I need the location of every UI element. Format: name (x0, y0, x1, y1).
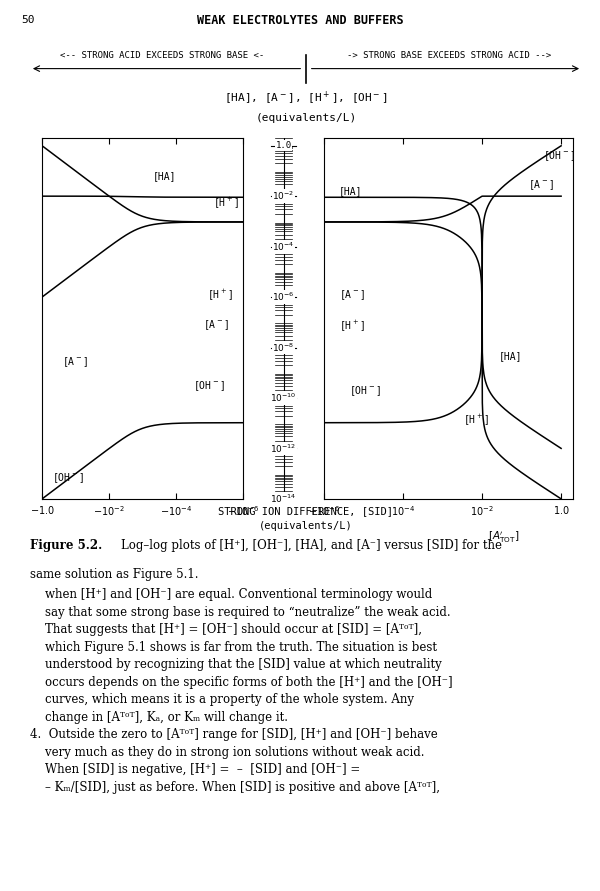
Text: [H$^+$]: [H$^+$] (339, 318, 365, 333)
Text: STRONG ION DIFFERENCE, [SID]: STRONG ION DIFFERENCE, [SID] (218, 506, 394, 516)
Text: (equivalents/L): (equivalents/L) (259, 521, 353, 531)
Text: $10^{-8}$: $10^{-8}$ (272, 341, 295, 354)
Text: 1.0: 1.0 (275, 141, 292, 151)
Text: [A$^-$]: [A$^-$] (528, 178, 554, 192)
Text: [OH$^-$]: [OH$^-$] (543, 149, 575, 163)
Text: when [H⁺] and [OH⁻] are equal. Conventional terminology would
    say that some : when [H⁺] and [OH⁻] are equal. Conventio… (30, 588, 452, 794)
Text: [H$^+$]: [H$^+$] (207, 288, 233, 302)
Text: Log–log plots of [H⁺], [OH⁻], [HA], and [A⁻] versus [SID] for the: Log–log plots of [H⁺], [OH⁻], [HA], and … (121, 539, 502, 552)
Text: [A$^-$]: [A$^-$] (62, 355, 88, 369)
Text: [H$^+$]: [H$^+$] (213, 195, 239, 210)
Text: [HA], [A$^-$], [H$^+$], [OH$^-$]: [HA], [A$^-$], [H$^+$], [OH$^-$] (224, 90, 388, 107)
Text: [A$^-$]: [A$^-$] (339, 289, 365, 302)
Text: $10^{-12}$: $10^{-12}$ (271, 442, 296, 454)
Text: $10^{-6}$: $10^{-6}$ (272, 290, 295, 303)
Text: $10^{-14}$: $10^{-14}$ (270, 493, 297, 505)
Text: $10^{-4}$: $10^{-4}$ (272, 241, 295, 253)
Text: [HA]: [HA] (498, 351, 522, 362)
Text: 50: 50 (21, 15, 35, 25)
Text: -> STRONG BASE EXCEEDS STRONG ACID -->: -> STRONG BASE EXCEEDS STRONG ACID --> (347, 51, 551, 60)
Text: (equivalents/L): (equivalents/L) (256, 113, 356, 123)
Text: $10^{-2}$: $10^{-2}$ (272, 190, 295, 202)
Text: [OH$^-$]: [OH$^-$] (349, 384, 381, 397)
Text: [H$^+$]: [H$^+$] (463, 413, 490, 427)
Text: WEAK ELECTROLYTES AND BUFFERS: WEAK ELECTROLYTES AND BUFFERS (197, 13, 403, 27)
Text: same solution as Figure 5.1.: same solution as Figure 5.1. (30, 568, 199, 581)
Text: [HA]: [HA] (339, 186, 362, 196)
Text: [A$^-$]: [A$^-$] (203, 318, 229, 332)
Text: Figure 5.2.: Figure 5.2. (30, 539, 102, 552)
Text: [OH$^-$]: [OH$^-$] (193, 379, 225, 393)
Text: <-- STRONG ACID EXCEEDS STRONG BASE <-: <-- STRONG ACID EXCEEDS STRONG BASE <- (61, 51, 265, 60)
Text: [OH$^-$]: [OH$^-$] (52, 470, 84, 485)
Text: [HA]: [HA] (152, 171, 176, 182)
Text: $10^{-10}$: $10^{-10}$ (270, 392, 297, 405)
Text: $[A^\prime_\mathrm{TOT}]$: $[A^\prime_\mathrm{TOT}]$ (488, 529, 519, 545)
